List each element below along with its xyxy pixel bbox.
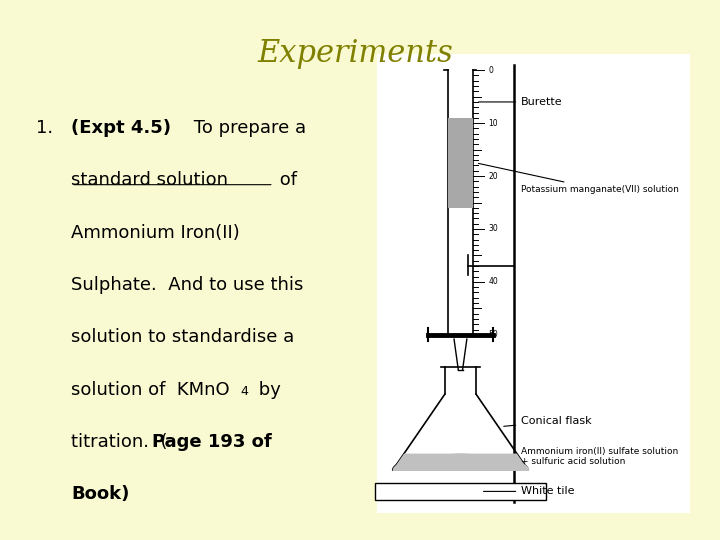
Bar bbox=[448, 118, 473, 208]
Text: 30: 30 bbox=[489, 225, 498, 233]
Text: solution to standardise a: solution to standardise a bbox=[71, 328, 294, 346]
Text: Burette: Burette bbox=[479, 97, 563, 107]
Text: (Expt 4.5): (Expt 4.5) bbox=[71, 119, 171, 137]
Text: 20: 20 bbox=[489, 172, 498, 180]
Text: To prepare a: To prepare a bbox=[189, 119, 307, 137]
Text: Potassium manganate(VII) solution: Potassium manganate(VII) solution bbox=[479, 164, 679, 194]
Text: Page 193 of: Page 193 of bbox=[152, 433, 272, 451]
Text: Experiments: Experiments bbox=[258, 38, 454, 69]
Text: Ammonium iron(II) sulfate solution
+ sulfuric acid solution: Ammonium iron(II) sulfate solution + sul… bbox=[521, 447, 678, 466]
Text: 10: 10 bbox=[489, 119, 498, 127]
Text: standard solution: standard solution bbox=[71, 171, 228, 189]
Text: of: of bbox=[274, 171, 297, 189]
Text: 50: 50 bbox=[489, 330, 498, 339]
Bar bbox=[375, 483, 546, 500]
Text: by: by bbox=[253, 381, 281, 399]
Text: 4: 4 bbox=[240, 385, 248, 398]
Text: Conical flask: Conical flask bbox=[504, 416, 592, 427]
Text: 40: 40 bbox=[489, 278, 498, 286]
Bar bbox=[377, 54, 690, 513]
Text: Sulphate.  And to use this: Sulphate. And to use this bbox=[71, 276, 304, 294]
Text: Book): Book) bbox=[71, 485, 130, 503]
Text: solution of  KMnO: solution of KMnO bbox=[71, 381, 230, 399]
Text: Ammonium Iron(II): Ammonium Iron(II) bbox=[71, 224, 240, 241]
Text: 1.: 1. bbox=[35, 119, 53, 137]
Text: 0: 0 bbox=[489, 66, 493, 75]
Polygon shape bbox=[393, 454, 528, 470]
Text: titration.  (: titration. ( bbox=[71, 433, 168, 451]
Text: White tile: White tile bbox=[484, 487, 575, 496]
